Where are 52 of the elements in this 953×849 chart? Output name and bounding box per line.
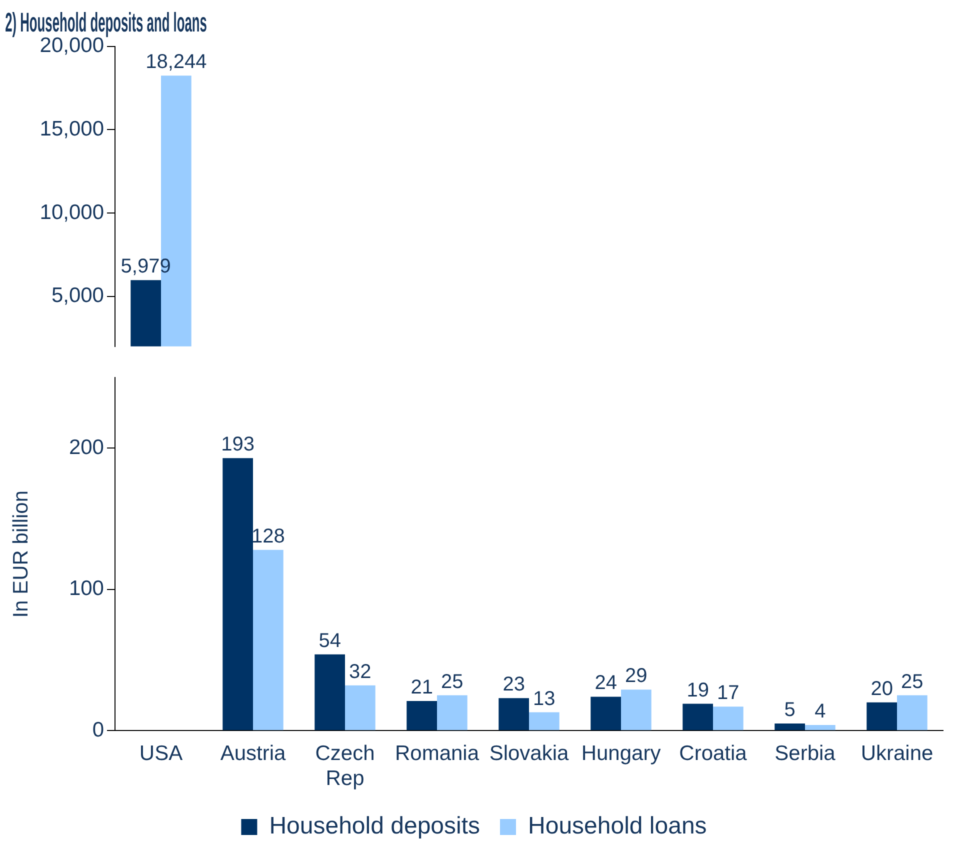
data-label: 32 (349, 660, 372, 683)
data-label: 19 (686, 679, 709, 702)
bar (713, 706, 744, 730)
legend-label: Household deposits (269, 812, 480, 840)
bar (314, 654, 345, 730)
y-tick-label: 0 (92, 718, 104, 742)
data-label: 13 (533, 688, 556, 710)
data-label: 25 (901, 670, 924, 693)
data-label: 23 (502, 674, 525, 696)
bar (866, 702, 897, 730)
x-tick-label: Slovakia (489, 742, 569, 765)
data-label: 128 (251, 525, 285, 548)
y-tick-label: 200 (68, 436, 104, 459)
y-tick-label: 100 (68, 577, 104, 600)
x-tick-label: Croatia (679, 742, 748, 765)
bar (222, 458, 253, 730)
bar (621, 690, 652, 730)
y-tick-label: 10,000 (40, 200, 104, 224)
data-label: 18,244 (146, 51, 207, 74)
data-label: 29 (625, 665, 648, 688)
x-tick-label: Czech Rep (315, 742, 375, 790)
y-tick-label: 5,000 (51, 284, 104, 308)
bar (805, 724, 836, 730)
data-label: 4 (814, 700, 826, 722)
data-label: 21 (410, 676, 433, 698)
bar (498, 698, 529, 730)
bar (774, 724, 805, 730)
x-tick-label: Hungary (581, 742, 662, 765)
bar (437, 695, 468, 730)
x-tick-label: Ukraine (860, 742, 934, 765)
bar (345, 685, 376, 730)
bar (406, 700, 437, 730)
data-label: 54 (318, 630, 341, 652)
x-tick-label: Romania (394, 742, 480, 765)
bar (529, 712, 560, 730)
legend-label: Household loans (528, 812, 707, 840)
data-label: 24 (594, 672, 617, 694)
data-label: 25 (441, 670, 464, 693)
x-tick-label: USA (139, 742, 183, 765)
data-label: 193 (221, 434, 255, 456)
y-tick-label: 15,000 (40, 118, 104, 141)
x-tick-label: Serbia (774, 742, 836, 765)
x-tick-label: Austria (220, 742, 286, 765)
data-label: 5,979 (120, 256, 171, 278)
bar (253, 550, 284, 730)
bar (590, 696, 621, 730)
y-axis-title: In EUR billion (9, 490, 32, 618)
data-label: 17 (717, 682, 740, 704)
data-label: 5 (784, 699, 796, 722)
bar (682, 704, 713, 730)
data-label: 20 (870, 678, 893, 700)
bar (897, 695, 928, 730)
